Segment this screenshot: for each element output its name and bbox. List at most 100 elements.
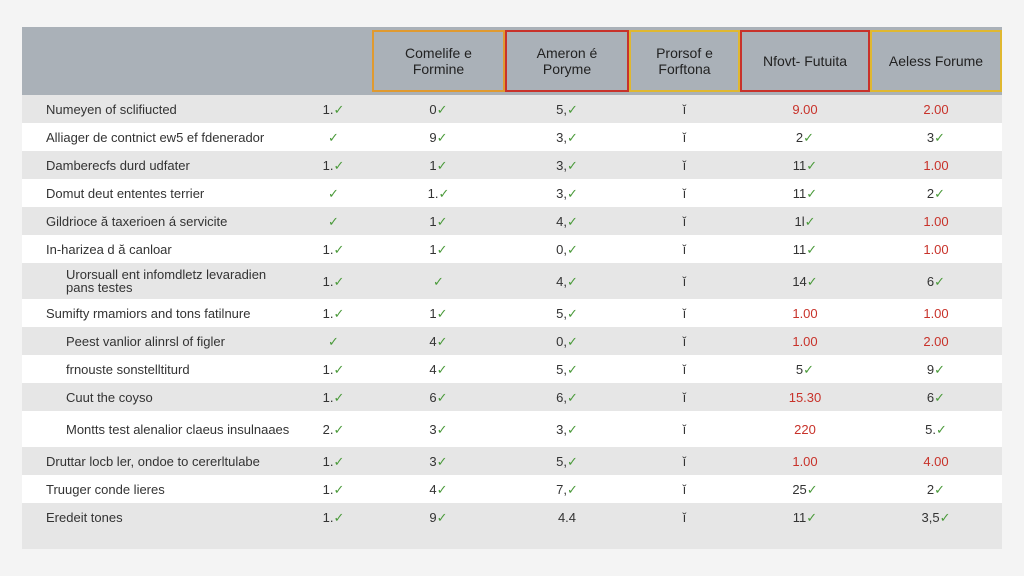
cell: 11✓ xyxy=(792,241,818,257)
cell: 5,✓ xyxy=(556,101,578,117)
header-label: Ameron é Poryme xyxy=(505,30,629,92)
table-row: Urorsuall ent infomdletz levaradien pans… xyxy=(22,263,1002,299)
cell: 3✓ xyxy=(429,453,448,469)
cell: 4,✓ xyxy=(556,273,578,289)
cell: 6✓ xyxy=(926,273,946,289)
cell: 2✓ xyxy=(795,129,815,145)
row-label: Montts test alenalior claeus insulnaaes xyxy=(66,421,290,437)
cell: ǐ xyxy=(683,129,686,145)
cell: 1.✓ xyxy=(322,361,345,377)
cell: 0,✓ xyxy=(556,333,578,349)
cell: 1✓ xyxy=(429,305,448,321)
cell: 1.✓ xyxy=(322,509,345,525)
table-row: frnouste sonstelltiturd 1.✓ 4✓ 5,✓ ǐ 5✓ 9✓ xyxy=(22,355,1002,383)
cell: 11✓ xyxy=(792,157,818,173)
header-label: Nfovt- Futuita xyxy=(740,30,870,92)
cell: 1.00 xyxy=(923,213,949,229)
cell: 5,✓ xyxy=(556,305,578,321)
partial-row xyxy=(22,531,1002,549)
cell: 5,✓ xyxy=(556,453,578,469)
row-label: Eredeit tones xyxy=(46,509,123,525)
cell: ǐ xyxy=(683,481,686,497)
cell: ǐ xyxy=(683,157,686,173)
cell: 6,✓ xyxy=(556,389,578,405)
cell: 25✓ xyxy=(792,481,818,497)
cell: 1.✓ xyxy=(427,185,450,201)
header-label: Prorsof e Forftona xyxy=(629,30,740,92)
row-label: Numeyen of sclifiucted xyxy=(46,101,177,117)
cell: 9✓ xyxy=(429,129,448,145)
cell: 2.00 xyxy=(923,333,949,349)
cell: ✓ xyxy=(433,273,444,289)
cell: 9✓ xyxy=(429,509,448,525)
header-cell: Ameron é Poryme xyxy=(505,27,629,95)
table: Comelife e Formine Ameron é Poryme Prorsof… xyxy=(22,27,1002,531)
cell: ǐ xyxy=(683,101,686,117)
cell: 11✓ xyxy=(792,185,818,201)
header-label: Aeless Forume xyxy=(870,30,1002,92)
cell: 220 xyxy=(794,421,816,437)
cell: 1.00 xyxy=(792,453,818,469)
row-label: Sumifty rmamiors and tons fatilnure xyxy=(46,305,251,321)
cell: 1.✓ xyxy=(322,241,345,257)
cell: 5.✓ xyxy=(925,421,947,437)
cell: ✓ xyxy=(328,129,339,145)
row-label: Alliager de contnict ew5 ef fdenerador xyxy=(46,129,265,145)
cell: 1.✓ xyxy=(322,101,345,117)
row-label: Damberecfs durd udfater xyxy=(46,157,190,173)
cell: 11✓ xyxy=(792,509,818,525)
cell: 3,✓ xyxy=(556,185,578,201)
cell: ✓ xyxy=(328,213,339,229)
cell: 5✓ xyxy=(795,361,815,377)
row-label: frnouste sonstelltiturd xyxy=(66,361,190,377)
cell: 4✓ xyxy=(429,361,448,377)
cell: 2.00 xyxy=(923,101,949,117)
header-blank xyxy=(295,27,372,95)
cell: 1.00 xyxy=(792,305,818,321)
cell: ǐ xyxy=(683,361,686,377)
table-row: Peest vanlior alinrsl of figler ✓ 4✓ 0,✓ ǐ 1.… xyxy=(22,327,1002,355)
table-row: In-harizea d ă canloar 1.✓ 1✓ 0,✓ ǐ 11✓ 1.00 xyxy=(22,235,1002,263)
cell: 3,✓ xyxy=(556,157,578,173)
cell: 5,✓ xyxy=(556,361,578,377)
cell: ǐ xyxy=(683,333,686,349)
table-row: Druttar locb ler, ondoe to cererltulabe 1… xyxy=(22,447,1002,475)
cell: 3,✓ xyxy=(556,421,578,437)
cell: 3✓ xyxy=(429,421,448,437)
row-label: Gildrioce ă taxerioen á servicite xyxy=(46,213,228,229)
cell: 4✓ xyxy=(429,481,448,497)
row-label: Peest vanlior alinrsl of figler xyxy=(66,333,225,349)
table-row: Eredeit tones 1.✓ 9✓ 4.4 ǐ 11✓ 3,5✓ xyxy=(22,503,1002,531)
table-row: Truuger conde lieres 1.✓ 4✓ 7,✓ ǐ 25✓ 2✓ xyxy=(22,475,1002,503)
table-body: Numeyen of sclifiucted 1.✓ 0✓ 5,✓ ǐ 9.00 2.00 A… xyxy=(22,95,1002,531)
cell: 4.4 xyxy=(557,509,577,525)
row-label: Cuut the coyso xyxy=(66,389,153,405)
cell: 1.✓ xyxy=(322,481,345,497)
header-cell: Prorsof e Forftona xyxy=(629,27,740,95)
cell: 1.✓ xyxy=(322,305,345,321)
cell: 15.30 xyxy=(788,389,822,405)
table-row: Montts test alenalior claeus insulnaaes 2… xyxy=(22,411,1002,447)
cell: 9✓ xyxy=(926,361,946,377)
cell: 1l✓ xyxy=(794,213,816,229)
cell: 1.✓ xyxy=(322,273,345,289)
cell: 2✓ xyxy=(926,185,946,201)
table-row: Cuut the coyso 1.✓ 6✓ 6,✓ ǐ 15.30 6✓ xyxy=(22,383,1002,411)
table-row: Damberecfs durd udfater 1.✓ 1✓ 3,✓ ǐ 11✓ 1.00 xyxy=(22,151,1002,179)
cell: 4✓ xyxy=(429,333,448,349)
cell: 1.✓ xyxy=(322,453,345,469)
cell: 6✓ xyxy=(926,389,946,405)
cell: 1.00 xyxy=(923,157,949,173)
row-label: In-harizea d ă canloar xyxy=(46,241,172,257)
cell: 3,✓ xyxy=(556,129,578,145)
row-label: Urorsuall ent infomdletz levaradien pans… xyxy=(66,267,267,295)
cell: ǐ xyxy=(683,509,686,525)
cell: ǐ xyxy=(683,213,686,229)
header-cell: Nfovt- Futuita xyxy=(740,27,870,95)
cell: 1.✓ xyxy=(322,389,345,405)
cell: 14✓ xyxy=(792,273,818,289)
cell: 1✓ xyxy=(429,213,448,229)
table-row: Domut deut ententes terrier ✓ 1.✓ 3,✓ ǐ 11✓ 2✓ xyxy=(22,179,1002,207)
cell: 2.✓ xyxy=(322,421,345,437)
cell: ǐ xyxy=(683,305,686,321)
